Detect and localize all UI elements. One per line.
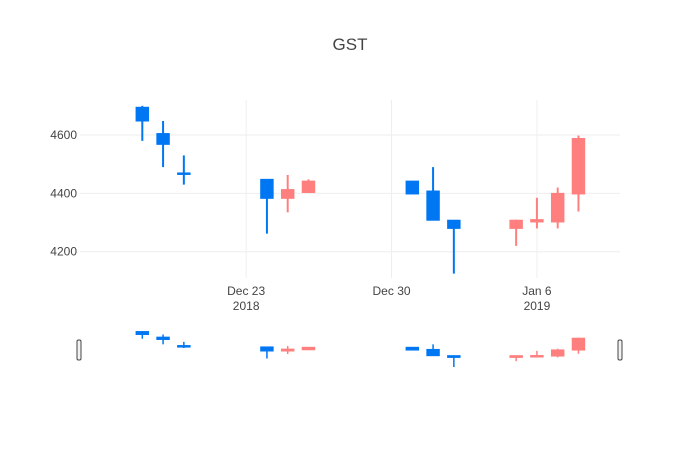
slider-candle <box>280 346 295 354</box>
candle <box>135 105 150 141</box>
candle <box>550 187 565 229</box>
candle <box>260 178 274 234</box>
slider-candle <box>447 355 461 368</box>
candle <box>447 219 461 274</box>
slider-candle-body <box>156 336 170 340</box>
slider-candle-body <box>301 346 316 351</box>
candle <box>571 135 586 212</box>
slider-candle <box>571 337 586 354</box>
candle <box>301 179 316 194</box>
y-tick-label: 4400 <box>50 186 77 200</box>
candle <box>156 121 170 168</box>
x-tick-label: Dec 23 <box>227 284 265 298</box>
slider-candle <box>405 346 420 351</box>
slider-candle <box>550 348 565 358</box>
candle-body <box>177 172 191 175</box>
grid-layer <box>80 100 620 278</box>
candle <box>405 180 420 195</box>
slider-candle <box>426 344 440 357</box>
candle-body <box>550 192 565 223</box>
slider-candle-body <box>405 346 420 351</box>
range-slider-left-handle[interactable] <box>76 339 82 361</box>
candle-body <box>509 219 523 229</box>
candle-body <box>156 133 170 145</box>
slider-candle <box>177 341 191 349</box>
slider-candle-body <box>530 355 544 358</box>
slider-candle-body <box>550 349 565 357</box>
candle <box>530 197 544 229</box>
range-slider[interactable] <box>76 331 623 368</box>
y-tick-label: 4600 <box>50 128 77 142</box>
y-tick-label: 4200 <box>50 245 77 259</box>
slider-candle <box>301 346 316 351</box>
chart-title: GST <box>333 35 368 54</box>
candle <box>426 167 440 221</box>
slider-candle-body <box>571 337 586 351</box>
candle <box>280 174 295 213</box>
slider-candle <box>260 346 274 359</box>
candle-body <box>260 178 274 199</box>
range-slider-right-handle[interactable] <box>617 339 623 361</box>
x-tick-year-label: 2018 <box>233 299 260 313</box>
slider-candle <box>509 355 523 362</box>
slider-candle <box>530 350 544 358</box>
slider-candle-body <box>447 355 461 358</box>
candle-body <box>405 180 420 195</box>
slider-candle-body <box>509 355 523 358</box>
candle-body <box>447 219 461 229</box>
x-tick-label: Jan 6 <box>522 284 552 298</box>
range-slider-candles <box>135 331 586 368</box>
candle <box>177 155 191 185</box>
candle-body <box>280 189 295 199</box>
slider-candle-body <box>280 348 295 352</box>
candle <box>509 219 523 246</box>
slider-candle-body <box>135 331 150 335</box>
slider-candle-body <box>177 345 191 348</box>
slider-candle-body <box>426 348 440 357</box>
candle-body <box>301 180 316 194</box>
candle-body <box>135 106 150 122</box>
x-tick-year-label: 2019 <box>524 299 551 313</box>
slider-candle <box>156 334 170 345</box>
slider-candle-body <box>260 346 274 352</box>
y-axis: 4200 4400 4600 <box>50 128 77 259</box>
candle-body <box>530 219 544 223</box>
candle-body <box>571 138 586 195</box>
candles <box>135 105 586 274</box>
x-tick-label: Dec 30 <box>373 284 411 298</box>
slider-candle <box>135 331 150 339</box>
candle-body <box>426 190 440 221</box>
